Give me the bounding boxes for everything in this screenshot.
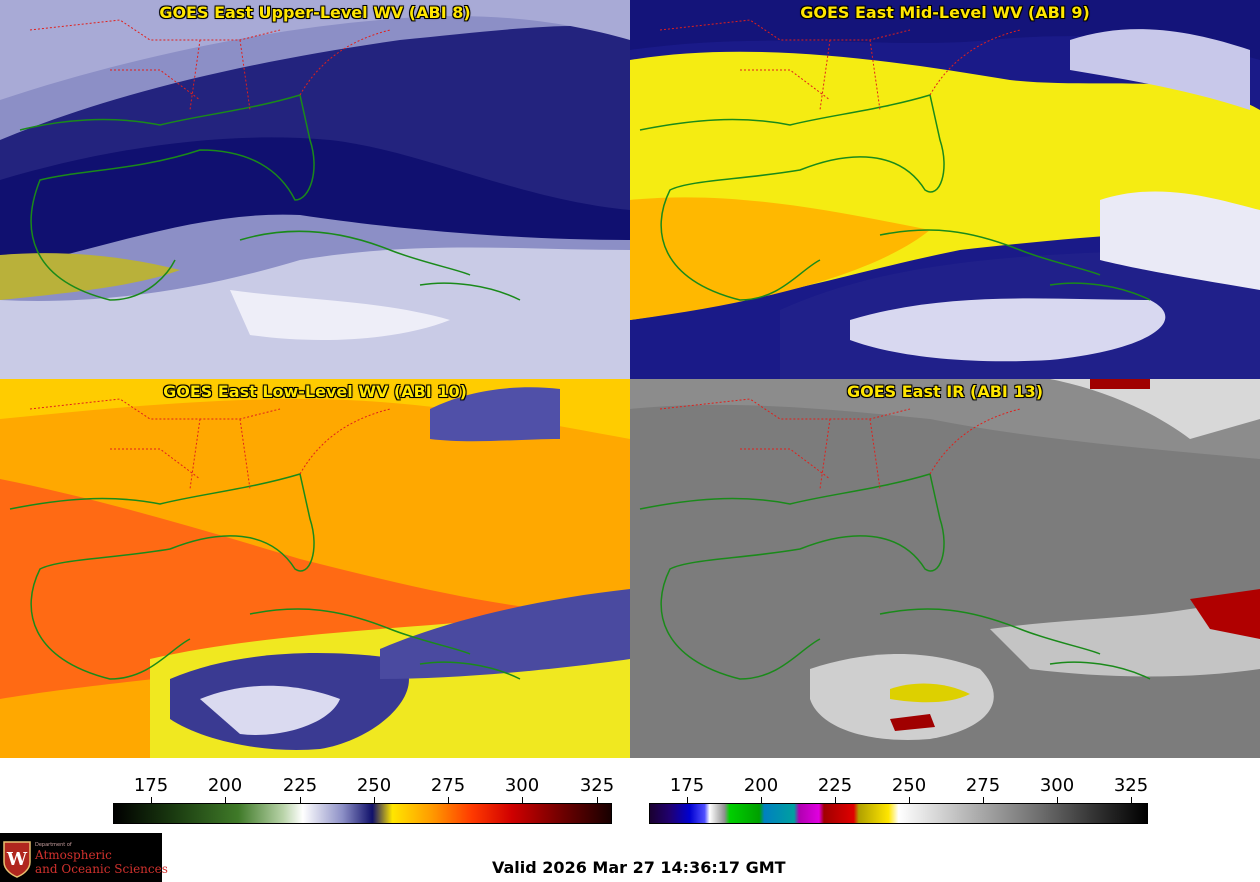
colorbar-tick-label: 200 bbox=[743, 775, 779, 796]
panel-title: GOES East IR (ABI 13) bbox=[846, 382, 1044, 401]
colorbar-tick bbox=[374, 797, 375, 803]
colorbar-tick-label: 200 bbox=[207, 775, 243, 796]
satellite-image-abi8 bbox=[0, 0, 630, 379]
logo-dept-text: Department of bbox=[35, 842, 72, 848]
colorbar-tick bbox=[225, 797, 226, 803]
colorbar-tick-label: 325 bbox=[579, 775, 615, 796]
uw-seal-icon: W bbox=[3, 841, 31, 878]
colorbar-water-vapor: 175 200 225 250 275 300 325 bbox=[113, 775, 615, 827]
logo-line2: and Oceanic Sciences bbox=[35, 862, 168, 876]
satellite-image-abi13 bbox=[630, 379, 1260, 758]
valid-time: Valid 2026 Mar 27 14:36:17 GMT bbox=[492, 858, 786, 877]
colorbar-tick bbox=[687, 797, 688, 803]
colorbar-tick-label: 275 bbox=[965, 775, 1001, 796]
colorbar-tick bbox=[448, 797, 449, 803]
colorbar-tick-label: 325 bbox=[1113, 775, 1149, 796]
panel-title: GOES East Low-Level WV (ABI 10) bbox=[163, 382, 467, 401]
colorbar-tick bbox=[835, 797, 836, 803]
colorbar-tick-label: 225 bbox=[282, 775, 318, 796]
satellite-image-abi9 bbox=[630, 0, 1260, 379]
colorbar-tick-label: 175 bbox=[669, 775, 705, 796]
satellite-image-abi10 bbox=[0, 379, 630, 758]
panel-title: GOES East Upper-Level WV (ABI 8) bbox=[159, 3, 471, 22]
colorbar-tick-label: 175 bbox=[133, 775, 169, 796]
aos-logo: W Department of Atmospheric and Oceanic … bbox=[0, 833, 168, 882]
panel-title: GOES East Mid-Level WV (ABI 9) bbox=[800, 3, 1090, 22]
colorbar-tick-label: 275 bbox=[430, 775, 466, 796]
panel-low-level-wv: GOES East Low-Level WV (ABI 10) bbox=[0, 379, 630, 758]
colorbar-gradient-ir bbox=[649, 803, 1148, 824]
colorbar-tick-label: 300 bbox=[504, 775, 540, 796]
svg-text:W: W bbox=[6, 849, 28, 870]
colorbar-tick bbox=[151, 797, 152, 803]
colorbar-tick-label: 300 bbox=[1039, 775, 1075, 796]
panel-mid-level-wv: GOES East Mid-Level WV (ABI 9) bbox=[630, 0, 1260, 379]
colorbar-tick bbox=[300, 797, 301, 803]
colorbar-tick-label: 250 bbox=[891, 775, 927, 796]
colorbar-tick bbox=[761, 797, 762, 803]
colorbar-tick bbox=[1131, 797, 1132, 803]
logo-line1: Atmospheric bbox=[35, 848, 112, 862]
colorbar-gradient-wv bbox=[113, 803, 612, 824]
colorbar-tick bbox=[597, 797, 598, 803]
panel-ir: GOES East IR (ABI 13) bbox=[630, 379, 1260, 758]
colorbar-tick bbox=[1057, 797, 1058, 803]
colorbar-tick bbox=[522, 797, 523, 803]
colorbar-tick bbox=[909, 797, 910, 803]
colorbar-tick bbox=[983, 797, 984, 803]
colorbar-tick-label: 225 bbox=[817, 775, 853, 796]
colorbar-tick-label: 250 bbox=[356, 775, 392, 796]
colorbar-ir: 175 200 225 250 275 300 325 bbox=[649, 775, 1149, 827]
panel-upper-level-wv: GOES East Upper-Level WV (ABI 8) bbox=[0, 0, 630, 379]
